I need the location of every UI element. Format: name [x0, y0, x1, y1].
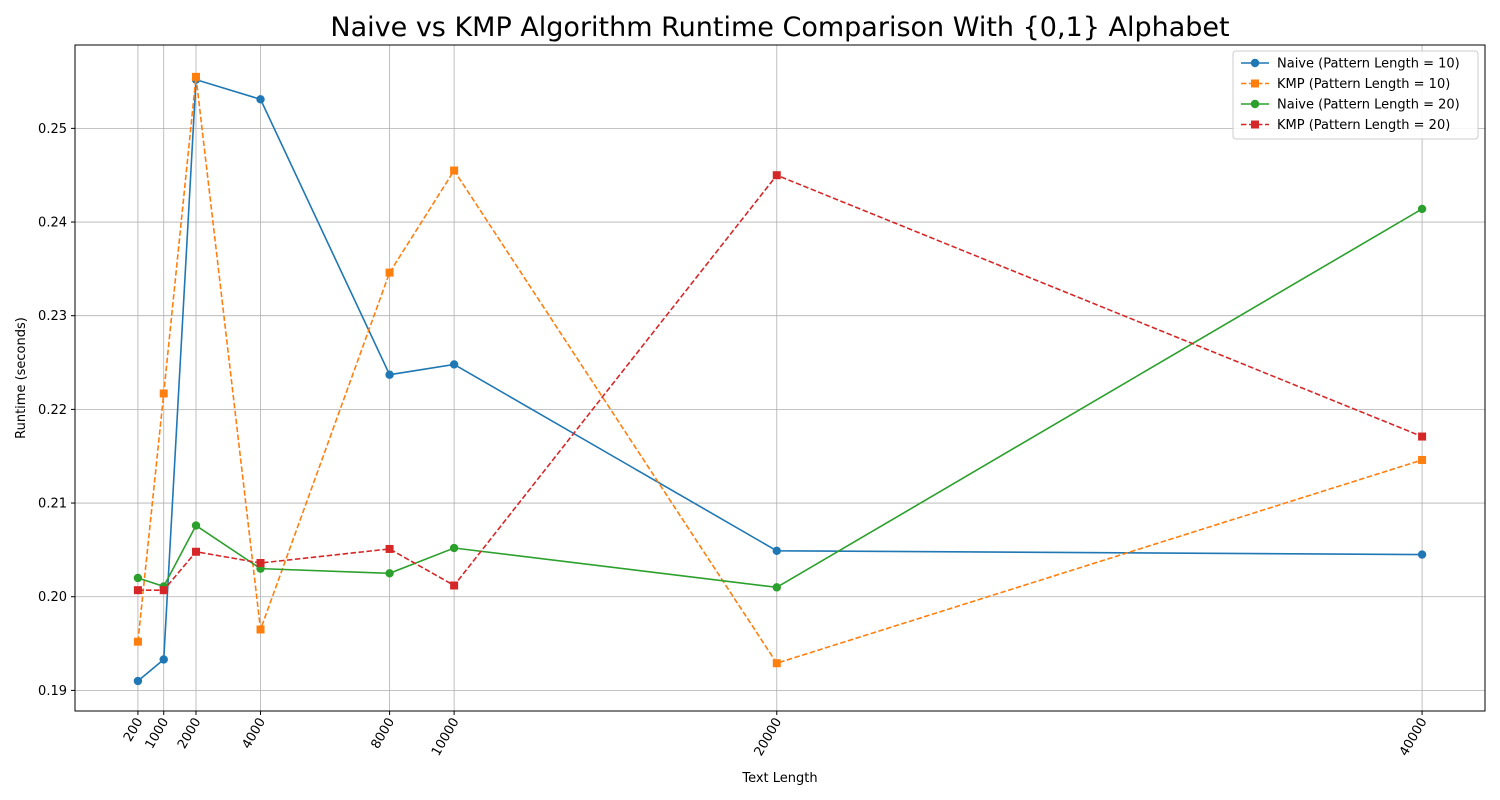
data-point [385, 544, 394, 553]
data-point [772, 546, 781, 556]
data-point [256, 95, 265, 104]
legend-label: KMP (Pattern Length = 10) [1277, 77, 1450, 92]
legend-marker [1251, 120, 1259, 129]
data-point [772, 171, 781, 180]
chart-title: Naive vs KMP Algorithm Runtime Compariso… [330, 12, 1229, 43]
data-point [450, 166, 459, 175]
legend-item: KMP (Pattern Length = 10) [1241, 77, 1450, 92]
series-4 [133, 171, 1427, 595]
data-point [449, 360, 459, 369]
plot-area-frame [74, 44, 1486, 712]
y-tick-label: 0.21 [38, 497, 67, 512]
data-point [191, 72, 200, 81]
series-line [137, 208, 1423, 589]
data-point [385, 569, 394, 578]
y-tick-label: 0.22 [38, 403, 67, 418]
series-line [137, 78, 1423, 682]
data-point [159, 586, 168, 595]
data-point [385, 370, 394, 379]
data-point [159, 655, 168, 664]
data-point [450, 581, 459, 590]
y-tick-label: 0.24 [38, 216, 67, 231]
data-point [159, 389, 168, 398]
series-layer [133, 72, 1427, 686]
legend: Naive (Pattern Length = 10) KMP (Pattern … [1232, 50, 1479, 140]
data-point [449, 543, 459, 553]
series-3 [133, 204, 1427, 592]
data-point [1418, 432, 1427, 441]
data-point [191, 521, 201, 530]
data-point [256, 625, 265, 634]
legend-item: Naive (Pattern Length = 10) [1241, 57, 1460, 72]
legend-box [1232, 50, 1479, 140]
y-tick-label: 0.20 [38, 590, 67, 605]
y-tick-label: 0.19 [38, 684, 67, 699]
data-point [133, 586, 142, 595]
legend-item: KMP (Pattern Length = 20) [1241, 118, 1450, 133]
data-point [256, 559, 265, 567]
data-point [385, 268, 394, 277]
legend-label: Naive (Pattern Length = 10) [1277, 57, 1460, 72]
data-point [772, 583, 781, 592]
series-line [137, 174, 1423, 591]
legend-marker [1250, 99, 1260, 109]
data-point [133, 676, 143, 686]
x-axis-label: Text Length [741, 771, 817, 786]
y-tick-label: 0.23 [38, 309, 67, 324]
legend-marker [1251, 79, 1259, 88]
y-tick-label: 0.25 [38, 122, 67, 137]
data-point [1417, 550, 1427, 559]
grid-lines [75, 45, 1485, 711]
legend-label: KMP (Pattern Length = 20) [1277, 118, 1450, 133]
data-point [133, 573, 143, 583]
data-point [133, 637, 142, 646]
data-point [1418, 455, 1427, 464]
legend-marker [1250, 58, 1260, 68]
data-point [772, 659, 781, 668]
legend-label: Naive (Pattern Length = 20) [1277, 98, 1460, 113]
data-point [191, 547, 200, 556]
y-axis-label: Runtime (seconds) [14, 317, 29, 439]
legend-item: Naive (Pattern Length = 20) [1241, 98, 1460, 113]
data-point [1417, 204, 1427, 214]
